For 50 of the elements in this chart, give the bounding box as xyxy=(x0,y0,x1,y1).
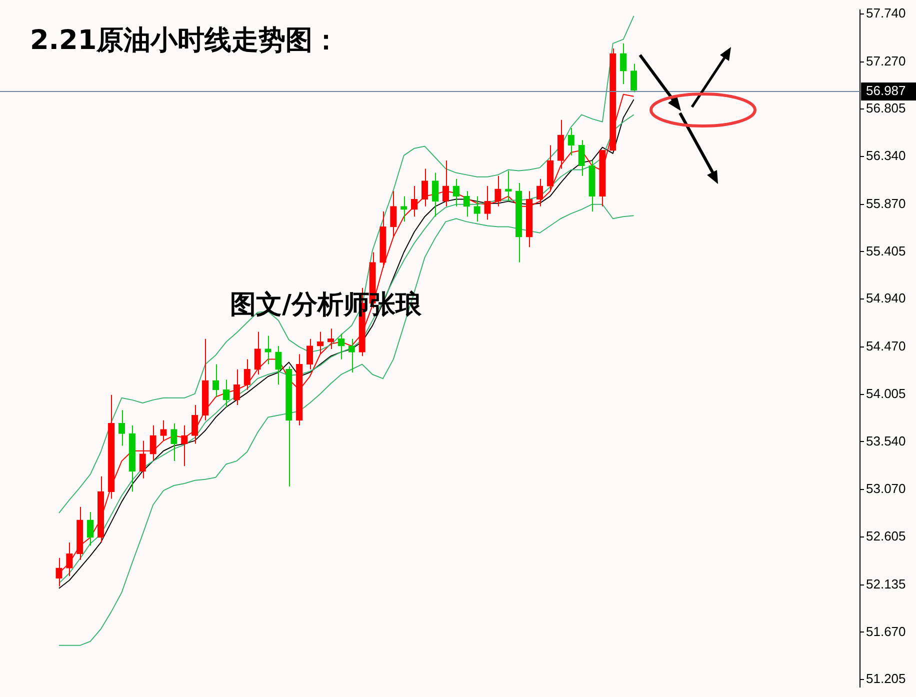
candlestick xyxy=(494,175,502,207)
candlestick xyxy=(192,404,198,444)
candlestick xyxy=(150,424,156,462)
ref-line-label: 56.987 xyxy=(866,83,906,98)
y-tick-label: 54.940 xyxy=(866,290,906,306)
candlestick xyxy=(452,178,460,207)
y-tick-label: 55.405 xyxy=(866,243,906,258)
candlestick xyxy=(400,196,408,222)
candlestick xyxy=(578,140,585,176)
y-tick-label: 51.205 xyxy=(866,671,906,686)
y-tick-label: 54.470 xyxy=(866,338,906,354)
y-tick-label: 56.340 xyxy=(866,148,906,164)
y-tick-label: 54.005 xyxy=(866,386,906,401)
y-tick-label: 53.070 xyxy=(866,481,906,496)
y-tick-label: 55.870 xyxy=(866,196,906,211)
candlestick xyxy=(181,424,188,467)
candlestick xyxy=(536,178,544,207)
candlestick xyxy=(484,186,491,220)
candlestick xyxy=(421,168,428,207)
candlestick xyxy=(442,160,450,207)
candlestick xyxy=(630,63,638,93)
candlestick xyxy=(568,127,574,156)
candlestick xyxy=(620,42,627,85)
y-tick-label: 56.805 xyxy=(866,100,906,116)
candlestick xyxy=(87,511,94,546)
y-tick-label: 52.135 xyxy=(866,576,906,592)
candlestick xyxy=(474,196,480,222)
candlestick xyxy=(170,422,178,462)
y-tick-label: 52.605 xyxy=(866,528,906,544)
y-tick-label: 57.270 xyxy=(866,53,906,68)
candlestick xyxy=(338,333,344,360)
candlestick xyxy=(212,364,220,398)
candlestick xyxy=(390,190,397,238)
candlestick xyxy=(348,338,355,373)
candlestick xyxy=(306,338,314,370)
candlestick xyxy=(463,190,470,218)
candlestick xyxy=(139,440,146,479)
candlestick xyxy=(233,368,240,406)
candlestick xyxy=(275,345,282,386)
candlestick xyxy=(160,420,167,442)
candlestick xyxy=(432,172,439,218)
candlestick xyxy=(316,331,324,355)
candlestick xyxy=(254,331,261,375)
text: 2.21原油小时线走势图： xyxy=(30,24,340,58)
y-tick-label: 57.740 xyxy=(866,5,906,20)
candlestick xyxy=(264,335,272,365)
y-tick-label: 51.670 xyxy=(866,624,906,639)
candlestick xyxy=(118,410,126,446)
y-tick-label: 53.540 xyxy=(866,433,906,448)
candlestick xyxy=(244,358,250,390)
